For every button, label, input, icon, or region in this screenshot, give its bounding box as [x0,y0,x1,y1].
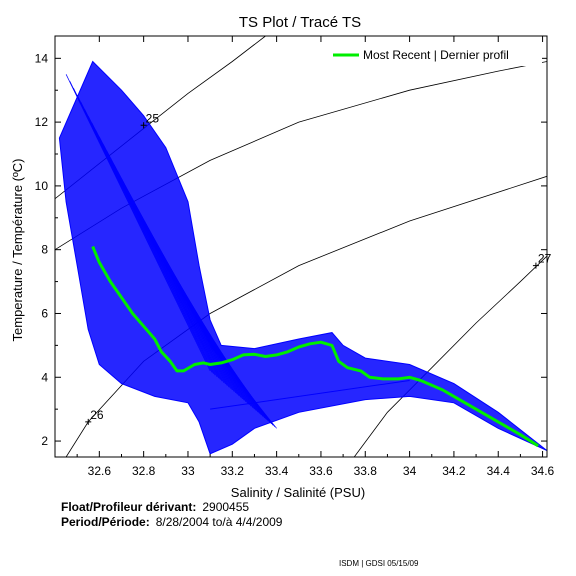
y-tick-label: 6 [41,306,48,320]
x-tick-label: 34.2 [442,464,466,478]
plot-frame [54,35,548,458]
legend-label-most-recent: Most Recent | Dernier profil [363,48,509,62]
period-info-line: Period/Période: 8/28/2004 to/à 4/4/2009 [61,515,282,529]
history-profile-strand [73,88,214,374]
y-axis-label: Temperature / Température (ºC) [10,159,25,342]
chart-title: TS Plot / Tracé TS [239,14,361,31]
y-tick-label: 2 [41,434,48,448]
history-profile-strand [209,345,277,429]
x-tick-label: 33.4 [265,464,289,478]
x-tick-label: 32.8 [132,464,156,478]
y-tick-label: 4 [41,370,48,384]
history-profile-strand [210,379,410,410]
x-tick-label: 32.6 [88,464,112,478]
isopycnal-marker-26 [85,418,92,425]
period-value: 8/28/2004 to/à 4/4/2009 [155,515,283,529]
isopycnal-label-25: 25 [146,111,160,125]
history-profiles-envelope [58,60,547,455]
isopycnal-line-27 [353,255,547,457]
y-tick-label: 12 [35,115,49,129]
series-line-most-recent [91,245,539,448]
x-axis-label: Salinity / Salinité (PSU) [231,485,365,500]
history-profile-strand [65,74,211,372]
y-tick-label: 8 [41,243,48,257]
plot-clip-group [55,36,547,457]
x-tick-label: 34 [403,464,417,478]
x-tick-label: 33.8 [354,464,378,478]
y-tick-label: 14 [35,51,49,65]
plot-area: 25 26 27 [55,36,552,457]
float-info-line: Float/Profileur dérivant: 2900455 [61,500,249,514]
x-tick-label: 34.6 [531,464,555,478]
period-label: Period/Période: [61,515,150,529]
x-tick-label: 34.4 [487,464,511,478]
y-tick-label: 10 [35,179,49,193]
x-tick-label: 33 [181,464,195,478]
isopycnal-label-27: 27 [538,252,552,266]
float-label: Float/Profileur dérivant: [61,500,197,514]
legend-box [328,44,542,66]
isopycnal-marker-27 [532,262,539,269]
isopycnal-marker-25 [140,122,147,129]
legend: Most Recent | Dernier profil [328,44,542,66]
credit-text: ISDM | GDSI 05/15/09 [339,559,419,568]
history-profile-strand [69,81,213,373]
float-id: 2900455 [202,500,250,514]
isopycnal-label-26: 26 [90,408,104,422]
x-tick-label: 33.2 [221,464,245,478]
axes: 32.6 32.8 33 33.2 33.4 33.6 33.8 34 34.2 34.4 34.6… [35,35,555,478]
x-tick-label: 33.6 [309,464,333,478]
